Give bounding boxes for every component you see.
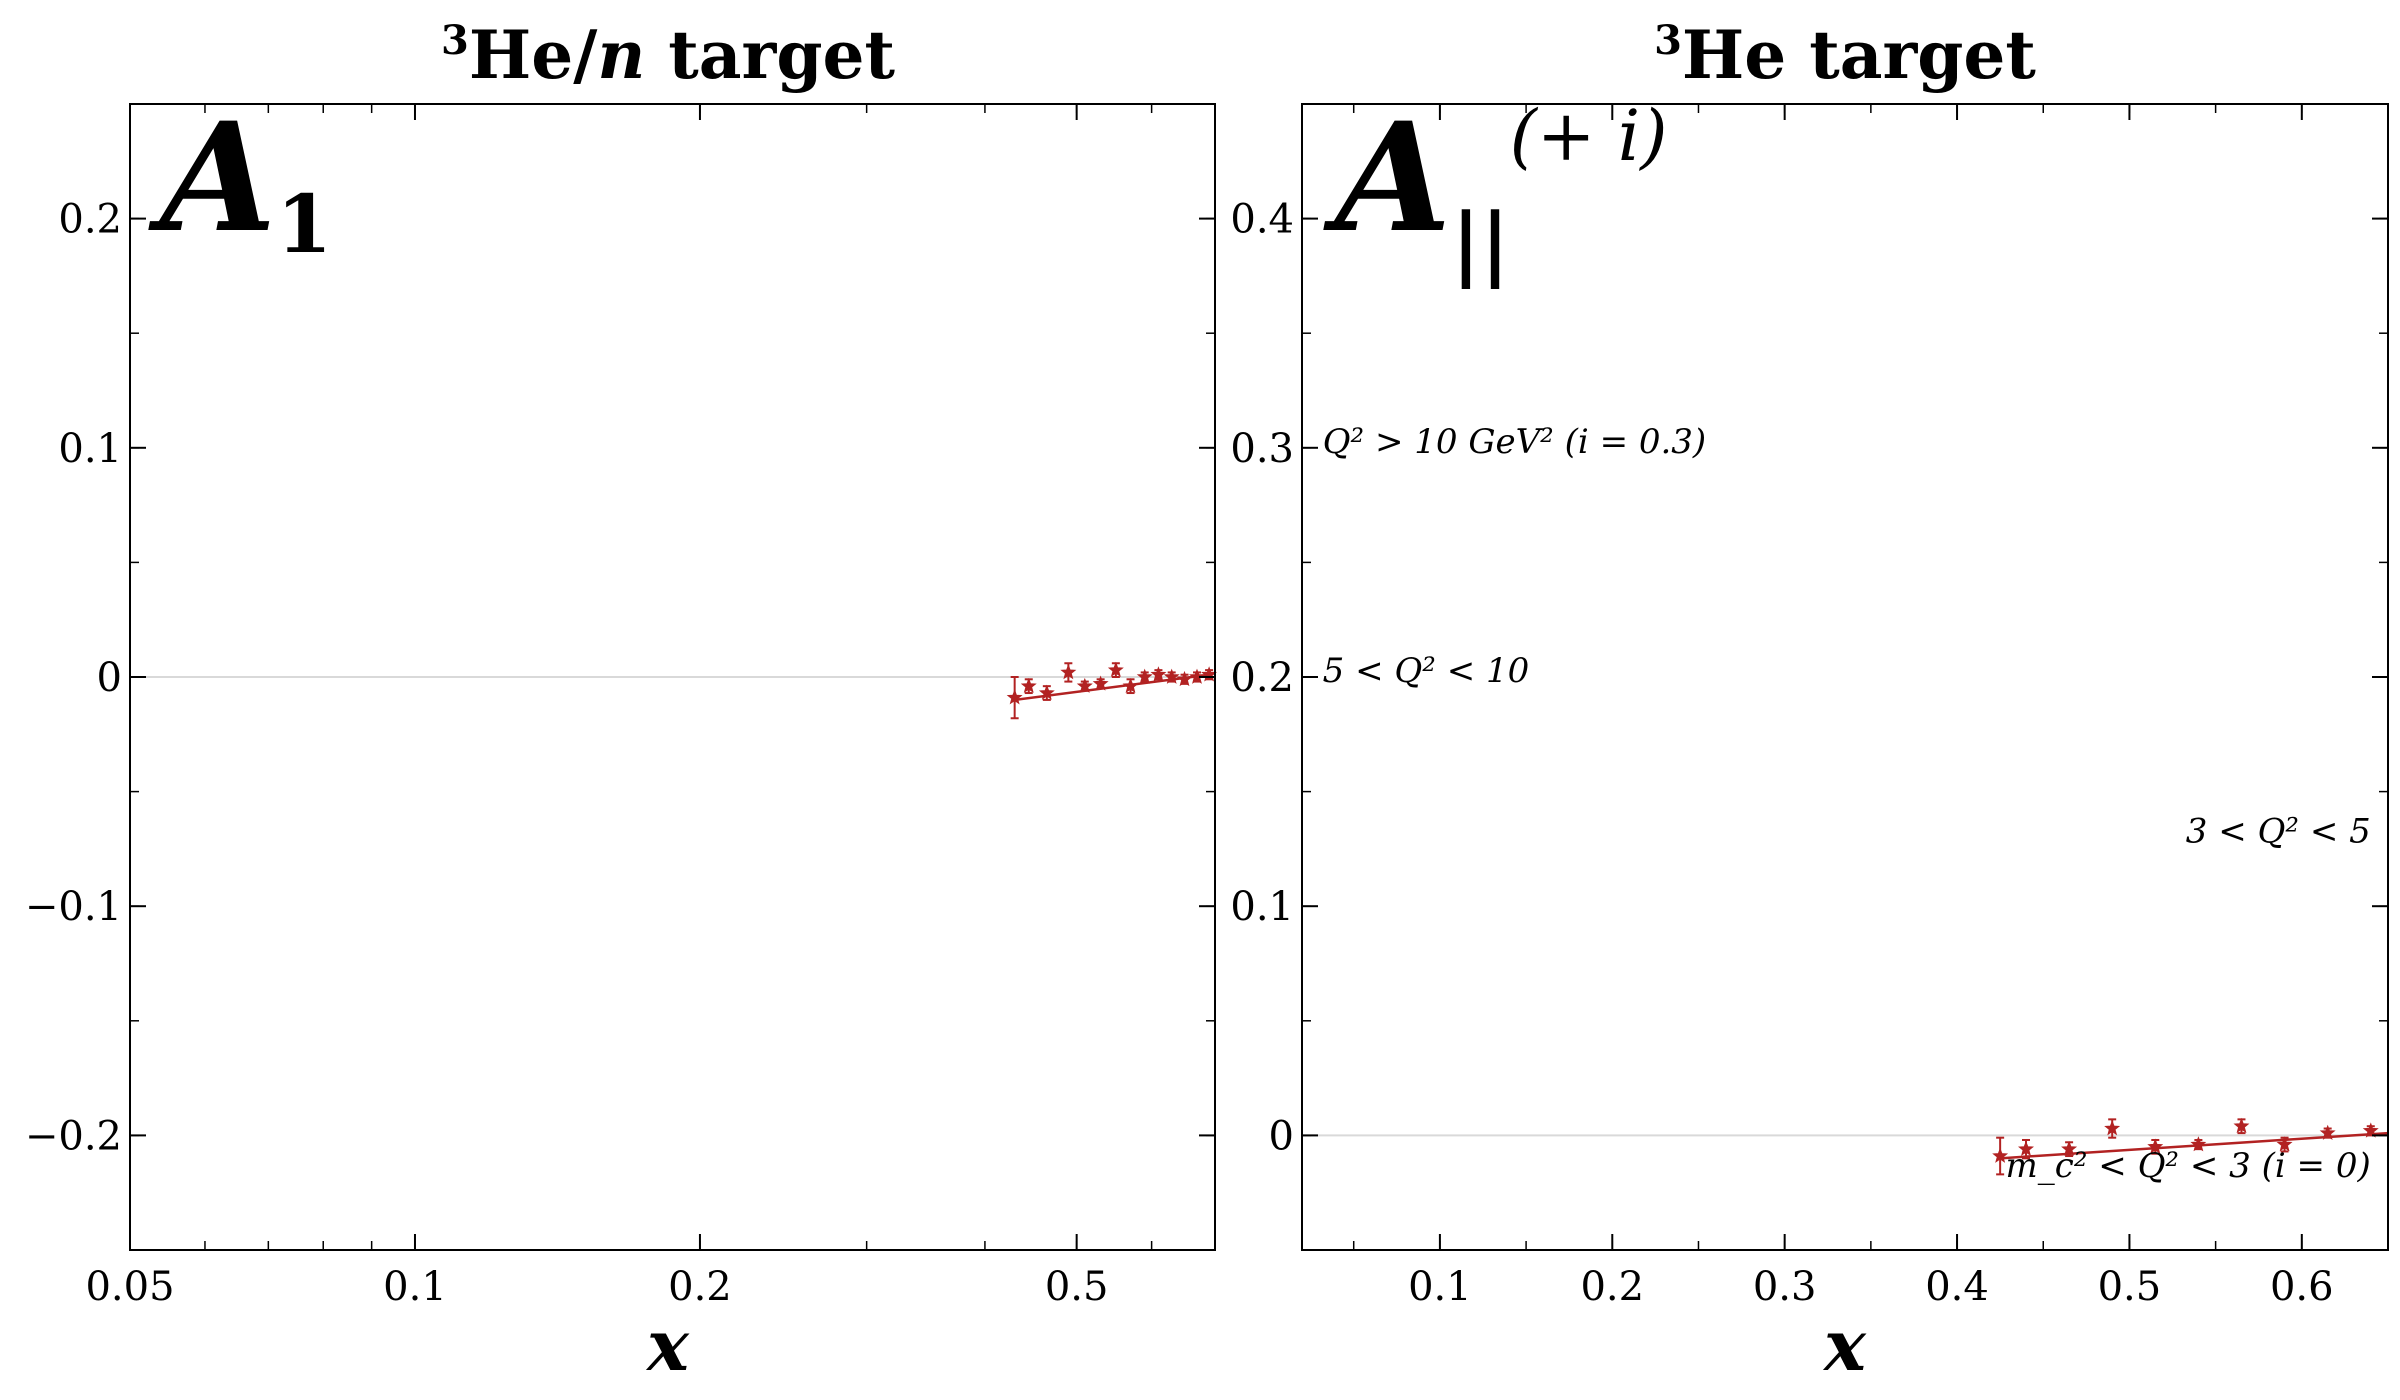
x-tick-label: 0.2 [1580, 1264, 1644, 1310]
y-tick-label: 0.2 [1230, 655, 1294, 701]
data-point [1092, 675, 1109, 691]
panel-right: 3He target 00.10.20.30.40.1 0.2 0.3 0.4 0.5 0… [1230, 16, 2389, 1387]
panel-label-a1: A1 [148, 90, 332, 271]
x-axis-label-left: x [645, 1304, 690, 1387]
x-tick-label: 0.1 [1408, 1264, 1472, 1310]
x-axis-label-right: x [1822, 1304, 1867, 1387]
data-point [2362, 1122, 2379, 1138]
panel-left: 3He/n target −0.2 −0.1 0 0.1 0.2 0.05 0.1 0.2 0.… [25, 16, 1218, 1387]
data-point [2190, 1136, 2207, 1152]
data-point [1006, 689, 1023, 705]
data-point [1188, 668, 1205, 684]
x-tick-label: 0.2 [668, 1264, 732, 1310]
data-point [1163, 668, 1180, 684]
data-point [1020, 677, 1037, 693]
x-tick-label: 0.3 [1753, 1264, 1817, 1310]
x-tick-label: 0.1 [383, 1264, 447, 1310]
data-point [1076, 677, 1093, 693]
data-point [2276, 1136, 2293, 1152]
data-point [2104, 1120, 2121, 1136]
data-point [1150, 666, 1167, 682]
data-point [1992, 1147, 2009, 1163]
y-tick-label: 0.1 [1230, 884, 1294, 930]
y-tick-label: 0.1 [58, 426, 122, 472]
data-point [2319, 1124, 2336, 1140]
data-point [1122, 677, 1139, 693]
annotation-label: 5 < Q² < 10 [1323, 651, 1530, 691]
data-point [2017, 1140, 2035, 1156]
panel-label-a-parallel: A||(+ i) [1323, 90, 1668, 290]
y-tick-label: −0.2 [25, 1113, 122, 1159]
x-tick-label: 0.6 [2270, 1264, 2334, 1310]
annotation-label: 3 < Q² < 5 [2186, 812, 2371, 852]
annotation-label: m_c² < Q² < 3 (i = 0) [2006, 1146, 2371, 1186]
annotation-label: Q² > 10 GeV² (i = 0.3) [1323, 422, 1707, 462]
ticks-right: 0 0.1 0.2 0.3 0.4 0.1 0.2 0.3 0.4 0.5 0.6 [1230, 103, 2389, 1310]
x-tick-label: 0.5 [1045, 1264, 1109, 1310]
annotations-right: Q² > 10 GeV² (i = 0.3) 5 < Q² < 10 3 < Q² … [1323, 422, 2371, 1186]
x-tick-label: 0.4 [1925, 1264, 1989, 1310]
y-tick-label: 0 [97, 655, 122, 701]
y-tick-label: 0 [1269, 1113, 1294, 1159]
y-tick-label: 0.2 [58, 197, 122, 243]
data-point [1038, 684, 1055, 700]
panel-title-right: 3He target [1654, 16, 2036, 94]
x-tick-label: 0.5 [2098, 1264, 2162, 1310]
data-point [2147, 1138, 2164, 1154]
y-tick-label: 0.3 [1230, 426, 1294, 472]
y-tick-label: −0.1 [25, 884, 122, 930]
panel-title-left: 3He/n target [441, 16, 895, 94]
data-point [1136, 668, 1153, 684]
data-point [2061, 1140, 2078, 1156]
plot-area-left [130, 661, 1218, 720]
ticks-left: −0.2 −0.1 0 0.1 0.2 0.05 0.1 0.2 0.5 [25, 103, 1215, 1310]
x-tick-label: 0.05 [85, 1264, 174, 1310]
data-point [2233, 1117, 2250, 1134]
data-point [1176, 670, 1193, 687]
y-tick-label: 0.4 [1230, 197, 1294, 243]
data-point [1107, 661, 1124, 677]
plot-area-right [1302, 1117, 2389, 1176]
data-point [1060, 663, 1077, 680]
